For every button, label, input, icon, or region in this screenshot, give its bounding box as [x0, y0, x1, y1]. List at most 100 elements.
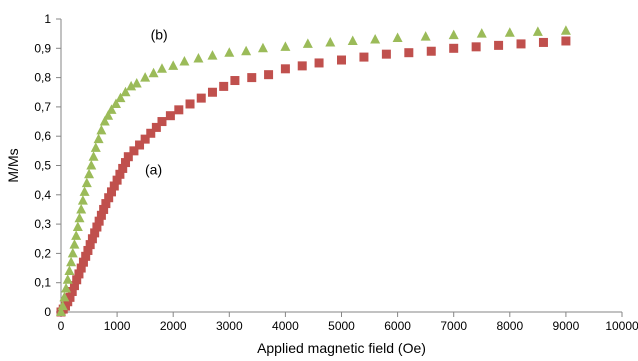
data-point-square: [92, 222, 102, 232]
x-tick-label: 4000: [272, 319, 299, 333]
data-point-triangle: [96, 124, 107, 135]
data-point-square: [74, 269, 84, 279]
data-point-square: [157, 117, 167, 127]
data-point-triangle: [193, 53, 204, 63]
data-point-triangle: [302, 38, 313, 48]
data-point-square: [101, 199, 111, 209]
data-point-triangle: [62, 274, 73, 284]
data-point-triangle: [57, 300, 68, 311]
x-tick-label: 8000: [496, 319, 523, 333]
data-point-triangle: [115, 92, 126, 103]
data-point-square: [146, 128, 156, 138]
x-axis-title: Applied magnetic field (Oe): [257, 340, 426, 356]
x-tick-label: 9000: [553, 319, 580, 333]
data-point-triangle: [86, 160, 97, 170]
annotation-b: (b): [151, 27, 168, 43]
data-point-triangle: [64, 265, 75, 275]
data-point-square: [174, 105, 184, 115]
data-point-triangle: [420, 31, 431, 41]
y-tick-label: 0,6: [34, 129, 51, 143]
y-tick-label: 0,9: [34, 41, 51, 55]
data-point-triangle: [140, 72, 151, 82]
data-point-square: [449, 43, 459, 53]
data-point-triangle: [110, 98, 121, 108]
data-point-triangle: [93, 133, 104, 144]
y-tick-label: 0,7: [34, 100, 51, 114]
series-a: [56, 36, 571, 317]
tick-labels: 0 1000 2000 3000 4000 5000 6000 7000 8000 9000 100…: [34, 12, 638, 333]
data-point-square: [185, 99, 195, 109]
data-point-triangle: [67, 247, 78, 258]
data-point-square: [381, 49, 391, 59]
data-point-square: [94, 216, 104, 226]
data-point-triangle: [347, 35, 358, 45]
data-point-square: [314, 58, 324, 68]
x-tick-label: 3000: [216, 319, 243, 333]
data-point-square: [516, 39, 526, 49]
y-tick-label: 0,2: [34, 246, 51, 260]
data-point-triangle: [106, 104, 117, 114]
data-point-triangle: [370, 34, 381, 44]
data-point-square: [151, 122, 161, 132]
series-b: [56, 25, 571, 316]
data-point-triangle: [207, 50, 218, 60]
data-point-square: [280, 64, 290, 74]
data-point-triangle: [241, 45, 252, 56]
y-tick-label: 0,8: [34, 71, 51, 85]
data-point-triangle: [179, 55, 190, 66]
data-point-triangle: [224, 47, 235, 57]
data-point-triangle: [56, 306, 66, 316]
data-point-square: [359, 52, 369, 62]
data-point-triangle: [131, 77, 142, 88]
data-point-triangle: [84, 168, 95, 179]
data-point-square: [90, 228, 100, 238]
data-point-square: [471, 42, 481, 52]
data-point-triangle: [72, 221, 83, 232]
x-tick-label: 5000: [328, 319, 355, 333]
data-point-triangle: [448, 29, 459, 40]
data-point-triangle: [392, 32, 403, 43]
data-point-square: [78, 257, 88, 267]
data-point-square: [140, 134, 150, 144]
data-point-square: [219, 81, 229, 91]
y-tick-label: 0,3: [34, 217, 51, 231]
x-tick-label: 1000: [104, 319, 131, 333]
x-tick-label: 10000: [605, 319, 638, 333]
data-point-triangle: [257, 42, 268, 53]
data-point-triangle: [148, 67, 159, 78]
data-point-square: [494, 40, 504, 50]
data-point-square: [297, 61, 307, 71]
data-point-square: [538, 37, 548, 47]
data-point-square: [109, 181, 119, 191]
data-point-square: [426, 46, 436, 56]
data-point-triangle: [81, 177, 92, 188]
data-point-square: [85, 240, 95, 250]
data-point-triangle: [560, 25, 571, 35]
data-point-square: [121, 158, 131, 168]
x-tick-label: 0: [58, 319, 65, 333]
y-axis-title: M/Ms: [5, 148, 21, 182]
data-point-square: [81, 251, 91, 261]
data-point-square: [115, 169, 125, 179]
data-point-square: [99, 204, 109, 214]
data-point-square: [69, 281, 79, 291]
data-point-square: [129, 146, 139, 156]
data-point-triangle: [88, 151, 99, 161]
data-point-square: [230, 76, 240, 86]
annotation-a: (a): [145, 161, 162, 177]
data-point-triangle: [71, 230, 82, 240]
data-point-square: [76, 263, 86, 273]
data-point-square: [104, 193, 114, 203]
data-point-square: [135, 140, 145, 150]
data-point-triangle: [156, 63, 167, 73]
y-tick-label: 0,1: [34, 276, 51, 290]
data-point-triangle: [76, 203, 87, 214]
data-point-square: [337, 55, 346, 65]
data-point-square: [112, 175, 122, 185]
data-point-triangle: [476, 28, 487, 38]
data-point-triangle: [103, 110, 114, 120]
data-point-triangle: [90, 142, 101, 152]
y-tick-label: 1: [44, 12, 51, 26]
data-point-square: [96, 210, 106, 220]
